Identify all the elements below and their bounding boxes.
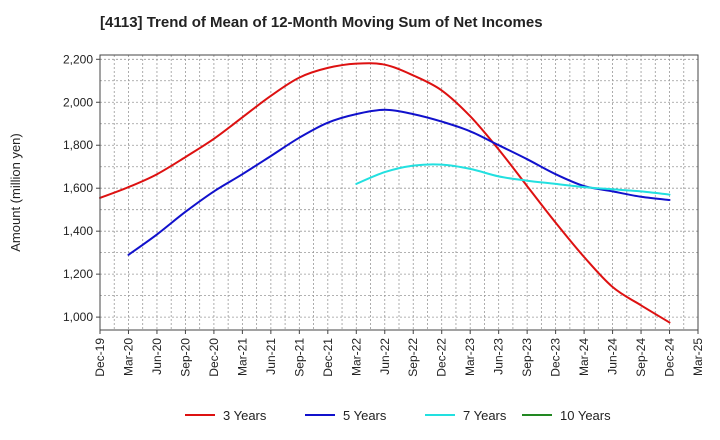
x-tick-label: Dec-20 <box>207 338 221 377</box>
series-line-7-years <box>355 163 671 196</box>
x-tick-label: Mar-20 <box>121 338 135 376</box>
x-tick-label: Sep-23 <box>520 338 534 377</box>
grid-lines <box>99 55 699 330</box>
x-tick-label: Dec-19 <box>93 338 107 377</box>
y-tick-label: 1,200 <box>63 267 93 281</box>
x-tick-label: Mar-21 <box>235 338 249 376</box>
series-line-5-years <box>127 108 671 256</box>
x-tick-label: Sep-21 <box>292 338 306 377</box>
x-tick-label: Dec-21 <box>321 338 335 377</box>
y-tick-label: 1,800 <box>63 138 93 152</box>
y-tick-label: 1,400 <box>63 224 93 238</box>
x-tick-label: Dec-24 <box>663 338 677 377</box>
legend-label: 5 Years <box>343 408 387 423</box>
x-tick-label: Dec-23 <box>549 338 563 377</box>
series-line-3-years <box>99 62 671 324</box>
x-tick-label: Jun-21 <box>264 338 278 375</box>
x-tick-label: Jun-23 <box>492 338 506 375</box>
x-tick-label: Sep-22 <box>406 338 420 377</box>
chart-title: [4113] Trend of Mean of 12-Month Moving … <box>100 14 543 31</box>
x-tick-label: Sep-20 <box>178 338 192 377</box>
legend: 3 Years 5 Years 7 Years 10 Years <box>185 408 611 423</box>
legend-label: 3 Years <box>223 408 267 423</box>
x-tick-label: Jun-20 <box>150 338 164 375</box>
plot-frame <box>99 54 699 331</box>
x-tick-label: Mar-22 <box>349 338 363 376</box>
y-tick-label: 1,000 <box>63 310 93 324</box>
x-tick-label: Mar-23 <box>463 338 477 376</box>
x-tick-label: Mar-24 <box>577 338 591 376</box>
y-tick-label: 2,000 <box>63 95 93 109</box>
x-tick-label: Jun-22 <box>378 338 392 375</box>
x-tick-label: Jun-24 <box>606 338 620 375</box>
legend-label: 7 Years <box>463 408 507 423</box>
x-tick-label: Sep-24 <box>634 338 648 377</box>
y-tick-label: 2,200 <box>63 52 93 66</box>
y-tick-label: 1,600 <box>63 181 93 195</box>
y-axis-label: Amount (million yen) <box>8 133 23 252</box>
legend-label: 10 Years <box>560 408 611 423</box>
x-tick-label: Dec-22 <box>435 338 449 377</box>
axes: 1,000 1,200 1,400 1,600 1,800 2,000 2,200 Dec-1… <box>8 52 705 376</box>
x-tick-label: Mar-25 <box>691 338 705 376</box>
series-lines <box>99 62 671 324</box>
